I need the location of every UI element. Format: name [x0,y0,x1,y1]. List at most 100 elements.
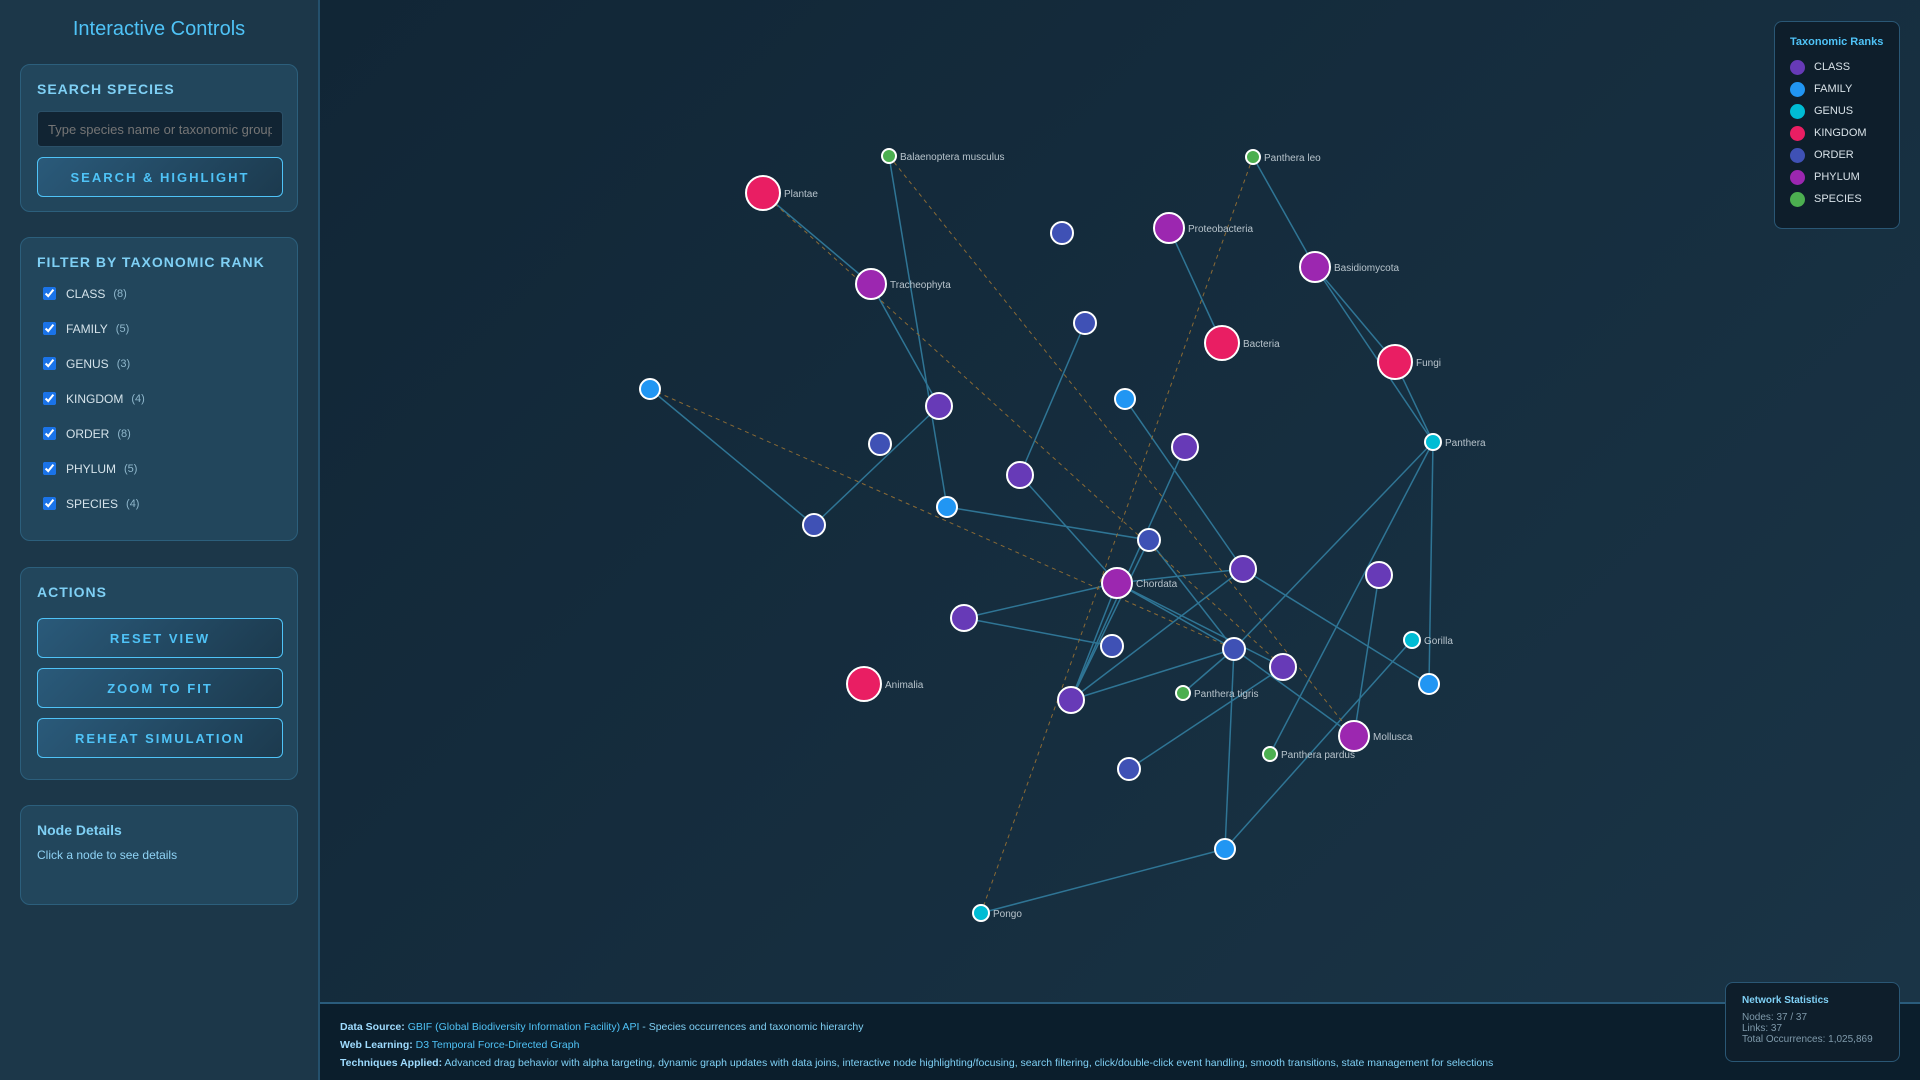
node-phylum[interactable]: Tracheophyta [855,268,951,300]
filter-phylum[interactable]: PHYLUM (5) [37,451,281,486]
legend-title: Taxonomic Ranks [1790,36,1884,48]
node-order[interactable] [1137,528,1161,552]
node-family[interactable] [639,378,661,400]
filter-order[interactable]: ORDER (8) [37,416,281,451]
filter-class[interactable]: CLASS (8) [37,276,281,311]
node-circle[interactable] [1114,388,1136,410]
node-circle[interactable] [1262,746,1278,762]
node-circle[interactable] [1299,251,1331,283]
network-graph[interactable]: Plantae Balaenoptera musculus Panthera leo… [320,0,1920,1002]
node-circle[interactable] [1269,653,1297,681]
node-order[interactable] [1073,311,1097,335]
node-class[interactable] [1365,561,1393,589]
filter-genus[interactable]: GENUS (3) [37,346,281,381]
node-kingdom[interactable]: Fungi [1377,344,1441,380]
node-circle[interactable] [1229,555,1257,583]
node-class[interactable] [925,392,953,420]
zoom-to-fit-button[interactable]: ZOOM TO FIT [37,668,283,708]
node-family[interactable] [1214,838,1236,860]
node-circle[interactable] [1117,757,1141,781]
node-class[interactable] [1269,653,1297,681]
node-circle[interactable] [1222,637,1246,661]
node-circle[interactable] [972,904,990,922]
filter-checkbox[interactable] [43,427,56,440]
node-circle[interactable] [1137,528,1161,552]
node-order[interactable] [1222,637,1246,661]
node-circle[interactable] [1101,567,1133,599]
node-kingdom[interactable]: Plantae [745,175,818,211]
filter-checkbox[interactable] [43,287,56,300]
node-species[interactable]: Panthera leo [1245,149,1321,165]
reheat-simulation-button[interactable]: REHEAT SIMULATION [37,718,283,758]
filter-kingdom[interactable]: KINGDOM (4) [37,381,281,416]
node-circle[interactable] [639,378,661,400]
filter-checkbox[interactable] [43,357,56,370]
node-order[interactable] [1050,221,1074,245]
node-label: Panthera leo [1264,153,1321,164]
node-circle[interactable] [1365,561,1393,589]
node-kingdom[interactable]: Bacteria [1204,325,1280,361]
node-circle[interactable] [1100,634,1124,658]
search-highlight-button[interactable]: SEARCH & HIGHLIGHT [37,157,283,197]
node-circle[interactable] [1377,344,1413,380]
node-circle[interactable] [745,175,781,211]
gbif-link[interactable]: GBIF (Global Biodiversity Information Fa… [407,1021,640,1033]
node-genus[interactable]: Pongo [972,904,1022,922]
node-circle[interactable] [1418,673,1440,695]
node-circle[interactable] [950,604,978,632]
node-circle[interactable] [1245,149,1261,165]
reset-view-button[interactable]: RESET VIEW [37,618,283,658]
node-phylum[interactable]: Chordata [1101,567,1178,599]
filter-family[interactable]: FAMILY (5) [37,311,281,346]
node-order[interactable] [868,432,892,456]
node-circle[interactable] [855,268,887,300]
node-genus[interactable]: Panthera [1424,433,1486,451]
node-family[interactable] [1114,388,1136,410]
filter-checkbox[interactable] [43,392,56,405]
node-circle[interactable] [1175,685,1191,701]
search-input[interactable] [37,111,283,147]
node-circle[interactable] [881,148,897,164]
node-circle[interactable] [1204,325,1240,361]
node-circle[interactable] [868,432,892,456]
node-circle[interactable] [1153,212,1185,244]
d3-link[interactable]: D3 Temporal Force-Directed Graph [415,1039,580,1051]
node-circle[interactable] [1338,720,1370,752]
node-family[interactable] [1418,673,1440,695]
node-class[interactable] [1057,686,1085,714]
node-class[interactable] [1006,461,1034,489]
node-class[interactable] [950,604,978,632]
node-species[interactable]: Panthera tigris [1175,685,1258,701]
node-circle[interactable] [1073,311,1097,335]
node-circle[interactable] [1214,838,1236,860]
filter-checkbox[interactable] [43,497,56,510]
filter-checkbox[interactable] [43,462,56,475]
node-phylum[interactable]: Proteobacteria [1153,212,1253,244]
node-order[interactable] [1117,757,1141,781]
node-species[interactable]: Panthera pardus [1262,746,1355,762]
node-circle[interactable] [1424,433,1442,451]
link [946,506,1150,541]
node-family[interactable] [936,496,958,518]
node-circle[interactable] [802,513,826,537]
filter-checkbox[interactable] [43,322,56,335]
node-circle[interactable] [936,496,958,518]
node-circle[interactable] [1050,221,1074,245]
node-circle[interactable] [1171,433,1199,461]
node-circle[interactable] [846,666,882,702]
node-label: Bacteria [1243,339,1280,350]
node-phylum[interactable]: Mollusca [1338,720,1413,752]
node-class[interactable] [1171,433,1199,461]
node-circle[interactable] [925,392,953,420]
node-genus[interactable]: Gorilla [1403,631,1453,649]
node-class[interactable] [1229,555,1257,583]
node-species[interactable]: Balaenoptera musculus [881,148,1005,164]
node-circle[interactable] [1403,631,1421,649]
node-kingdom[interactable]: Animalia [846,666,924,702]
filter-species[interactable]: SPECIES (4) [37,486,281,521]
node-circle[interactable] [1057,686,1085,714]
node-order[interactable] [802,513,826,537]
node-phylum[interactable]: Basidiomycota [1299,251,1399,283]
node-order[interactable] [1100,634,1124,658]
node-circle[interactable] [1006,461,1034,489]
